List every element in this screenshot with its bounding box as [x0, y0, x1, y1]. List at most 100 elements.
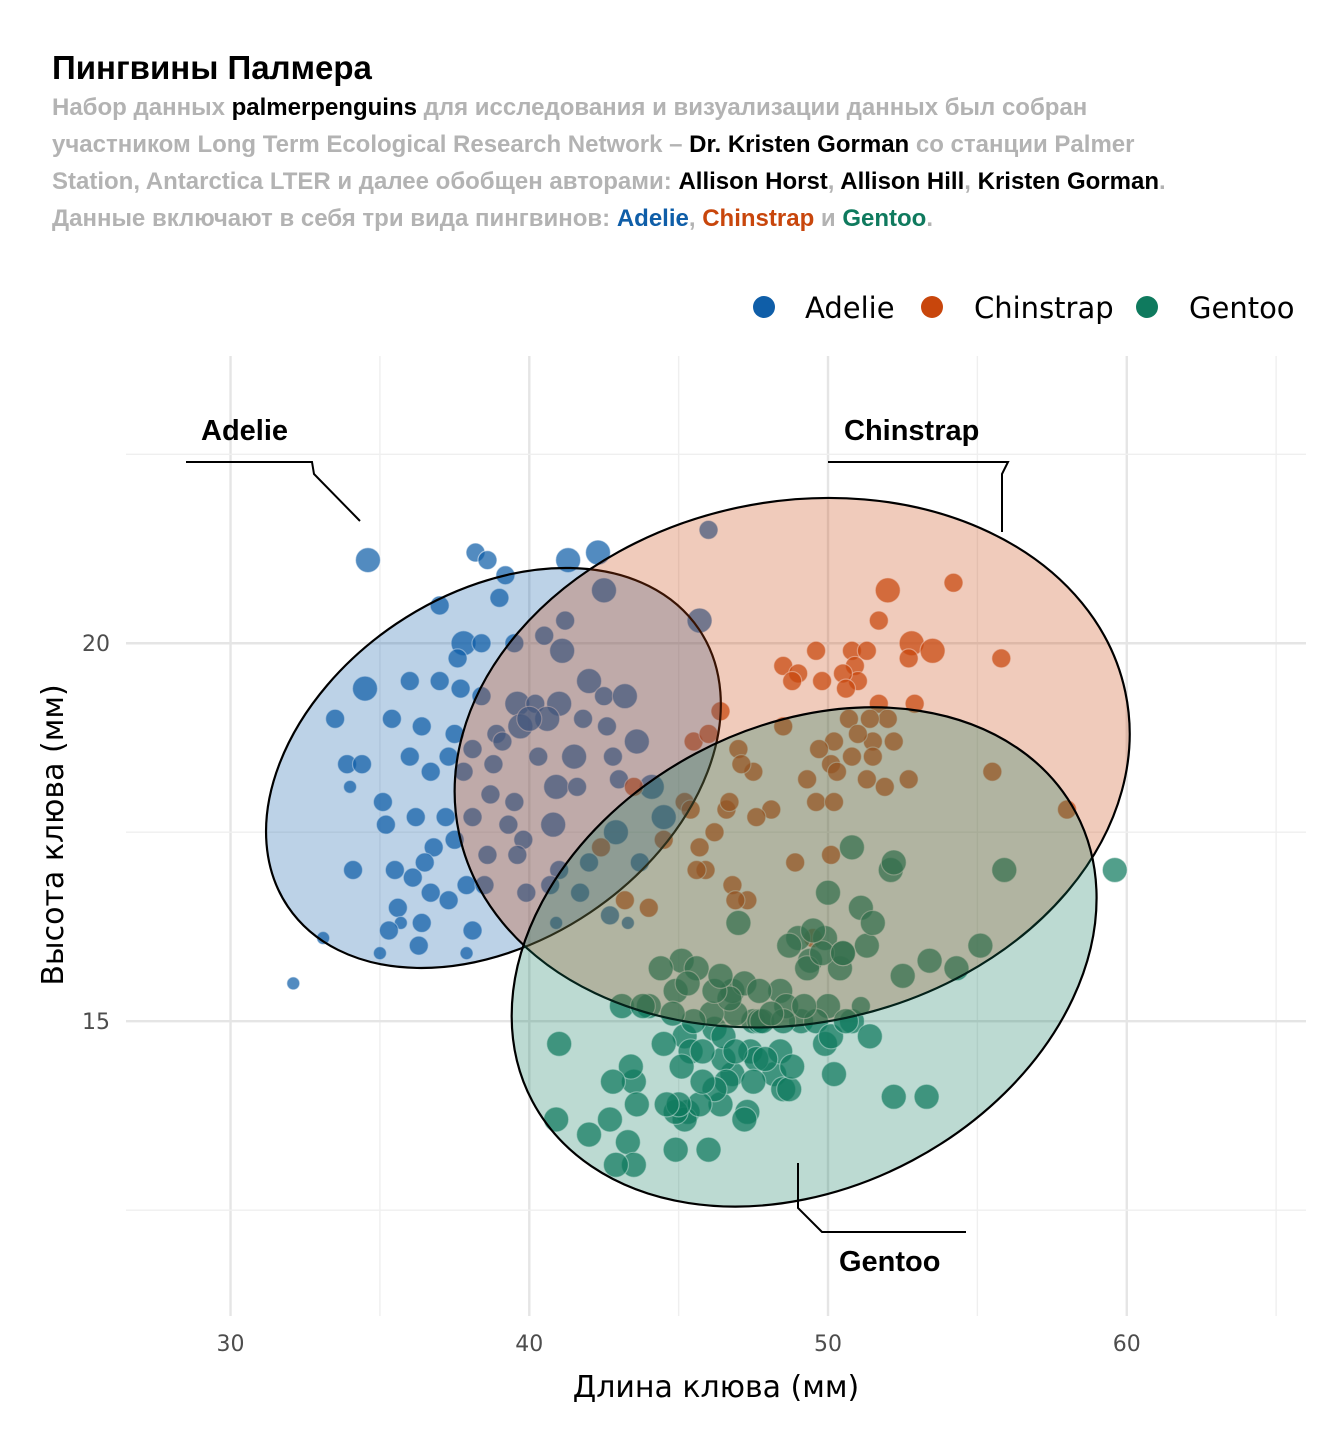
y-tick-label: 15: [82, 1010, 110, 1035]
data-point-adelie: [549, 637, 576, 664]
data-point-adelie: [459, 946, 474, 961]
points-layer: [286, 519, 1128, 1178]
x-tick-label: 60: [1113, 1332, 1141, 1357]
subtitle-line-4: Данные включают в себя три вида пингвино…: [52, 205, 933, 232]
data-point-adelie: [342, 779, 358, 794]
data-point-chinstrap: [820, 844, 842, 865]
legend-label-adelie: Adelie: [805, 291, 895, 325]
data-point-chinstrap: [704, 822, 725, 843]
series-chinstrap: [590, 572, 1078, 949]
data-point-gentoo: [776, 932, 803, 959]
data-point-adelie: [471, 633, 492, 654]
data-point-gentoo: [752, 1045, 779, 1073]
data-point-adelie: [507, 844, 528, 865]
y-tick-label: 20: [82, 632, 110, 657]
legend-swatch-gentoo: [1136, 296, 1158, 318]
data-point-adelie: [590, 577, 618, 604]
data-point-adelie: [498, 814, 519, 835]
data-point-chinstrap: [785, 852, 806, 873]
data-point-chinstrap: [590, 837, 612, 858]
data-point-adelie: [611, 683, 638, 710]
data-point-chinstrap: [689, 837, 710, 858]
data-point-gentoo: [859, 909, 886, 937]
data-point-gentoo: [991, 856, 1018, 884]
data-point-adelie: [372, 791, 394, 813]
data-point-adelie: [420, 761, 441, 782]
data-point-gentoo: [662, 1136, 689, 1163]
data-point-adelie: [286, 976, 301, 991]
data-point-chinstrap: [982, 761, 1003, 782]
x-tick-label: 30: [217, 1332, 245, 1357]
data-point-adelie: [411, 716, 432, 737]
data-point-adelie: [686, 607, 713, 634]
data-point-gentoo: [695, 1136, 722, 1163]
data-point-adelie: [423, 837, 444, 858]
data-point-chinstrap: [847, 723, 868, 745]
data-point-adelie: [325, 708, 346, 729]
data-point-gentoo: [707, 962, 734, 989]
data-point-chinstrap: [943, 572, 964, 593]
data-point-adelie: [534, 625, 555, 646]
legend-label-gentoo: Gentoo: [1189, 291, 1295, 325]
data-point-adelie: [504, 791, 525, 813]
subtitle-line-3: Station, Antarctica LTER и далее обобщен…: [52, 168, 1166, 195]
data-point-chinstrap: [883, 731, 904, 752]
data-point-adelie: [477, 844, 498, 865]
data-point-adelie: [462, 920, 483, 941]
data-point-adelie: [435, 807, 456, 828]
x-axis-title: Длина клюва (мм): [573, 1370, 859, 1405]
data-point-adelie: [354, 546, 382, 574]
data-point-chinstrap: [731, 754, 752, 775]
data-point-adelie: [420, 882, 441, 903]
callout-label-gentoo: Gentoo: [839, 1246, 941, 1278]
data-point-gentoo: [689, 1068, 716, 1095]
data-point-adelie: [620, 915, 635, 931]
data-point-gentoo: [725, 909, 752, 937]
data-point-chinstrap: [835, 678, 857, 699]
data-point-gentoo: [668, 1053, 695, 1080]
data-point-chinstrap: [841, 746, 863, 767]
data-point-adelie: [561, 743, 588, 770]
data-point-adelie: [438, 890, 459, 911]
data-point-chinstrap: [856, 769, 877, 790]
data-point-gentoo: [916, 947, 943, 974]
data-point-chinstrap: [991, 648, 1012, 669]
callout-line-gentoo: [797, 1163, 966, 1233]
data-point-chinstrap: [797, 769, 818, 790]
data-point-adelie: [444, 723, 465, 745]
callout-line-adelie: [186, 461, 361, 522]
subtitle-line-2: участником Long Term Ecological Research…: [52, 131, 1134, 158]
legend-swatch-adelie: [753, 296, 775, 318]
data-point-gentoo: [856, 1023, 883, 1050]
legend-label-chinstrap: Chinstrap: [974, 291, 1114, 325]
grid: [126, 356, 1306, 1316]
data-point-adelie: [489, 587, 510, 608]
data-point-adelie: [569, 882, 591, 903]
data-point-chinstrap: [782, 670, 803, 692]
data-point-gentoo: [647, 955, 674, 982]
data-point-gentoo: [546, 1030, 573, 1057]
data-point-adelie: [414, 852, 435, 873]
data-point-gentoo: [674, 970, 701, 997]
data-point-chinstrap: [773, 716, 794, 737]
data-point-chinstrap: [859, 708, 880, 729]
data-point-chinstrap: [856, 640, 877, 661]
data-point-adelie: [453, 761, 474, 782]
data-point-adelie: [429, 670, 450, 692]
data-point-chinstrap: [826, 761, 848, 782]
data-point-gentoo: [623, 1091, 650, 1118]
data-point-adelie: [602, 819, 630, 846]
data-point-adelie: [516, 705, 543, 732]
data-point-gentoo: [791, 992, 818, 1020]
x-tick-label: 50: [814, 1332, 842, 1357]
data-point-gentoo: [731, 1106, 758, 1133]
callout-label-chinstrap: Chinstrap: [844, 415, 979, 447]
data-point-adelie: [462, 807, 483, 828]
data-point-adelie: [405, 807, 426, 828]
data-point-gentoo: [779, 1053, 806, 1080]
data-point-gentoo: [820, 1061, 848, 1088]
data-point-gentoo: [838, 834, 866, 861]
data-point-gentoo: [599, 1068, 627, 1095]
data-point-gentoo: [596, 1106, 624, 1133]
